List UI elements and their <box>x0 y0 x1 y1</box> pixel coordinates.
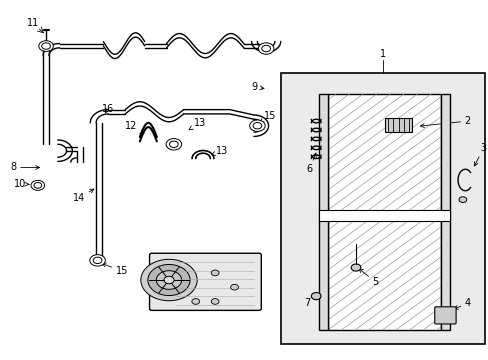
Circle shape <box>211 298 219 304</box>
Bar <box>440 94 449 330</box>
Text: 18: 18 <box>175 271 187 282</box>
Text: 13: 13 <box>211 147 228 157</box>
Text: 3: 3 <box>473 143 486 166</box>
Circle shape <box>249 120 264 131</box>
Circle shape <box>90 255 105 266</box>
Circle shape <box>39 41 53 51</box>
Text: 14: 14 <box>73 189 94 203</box>
Circle shape <box>252 122 261 129</box>
Text: 9: 9 <box>250 82 264 92</box>
Circle shape <box>34 183 41 188</box>
FancyBboxPatch shape <box>434 307 455 324</box>
Circle shape <box>31 180 44 190</box>
Circle shape <box>230 284 238 290</box>
Circle shape <box>258 43 273 54</box>
Circle shape <box>311 293 321 300</box>
Text: 16: 16 <box>102 104 114 113</box>
Circle shape <box>458 197 466 203</box>
Text: 2: 2 <box>420 116 470 127</box>
Text: 15: 15 <box>102 263 128 276</box>
Text: 1: 1 <box>379 49 385 59</box>
Text: 4: 4 <box>453 298 470 309</box>
Circle shape <box>141 259 197 301</box>
Circle shape <box>93 257 102 264</box>
Bar <box>327 94 440 330</box>
Text: 6: 6 <box>306 153 316 174</box>
Circle shape <box>211 270 219 276</box>
Bar <box>319 94 327 330</box>
Circle shape <box>41 43 50 49</box>
Text: 15: 15 <box>259 111 276 122</box>
Bar <box>385 118 411 132</box>
Circle shape <box>147 265 190 296</box>
Circle shape <box>191 298 199 304</box>
Bar <box>319 210 449 221</box>
Text: 8: 8 <box>10 162 40 172</box>
Circle shape <box>169 141 178 148</box>
Circle shape <box>163 276 174 284</box>
Circle shape <box>156 271 182 289</box>
Text: 12: 12 <box>125 121 143 134</box>
Text: 13: 13 <box>189 118 205 130</box>
Bar <box>280 73 484 344</box>
Circle shape <box>166 139 181 150</box>
Circle shape <box>261 45 270 52</box>
FancyBboxPatch shape <box>149 253 261 310</box>
Circle shape <box>350 264 360 271</box>
Text: 5: 5 <box>358 269 378 287</box>
Text: 7: 7 <box>304 296 315 308</box>
Text: 17: 17 <box>228 259 252 269</box>
Text: 10: 10 <box>14 179 29 189</box>
Text: 11: 11 <box>27 18 39 28</box>
